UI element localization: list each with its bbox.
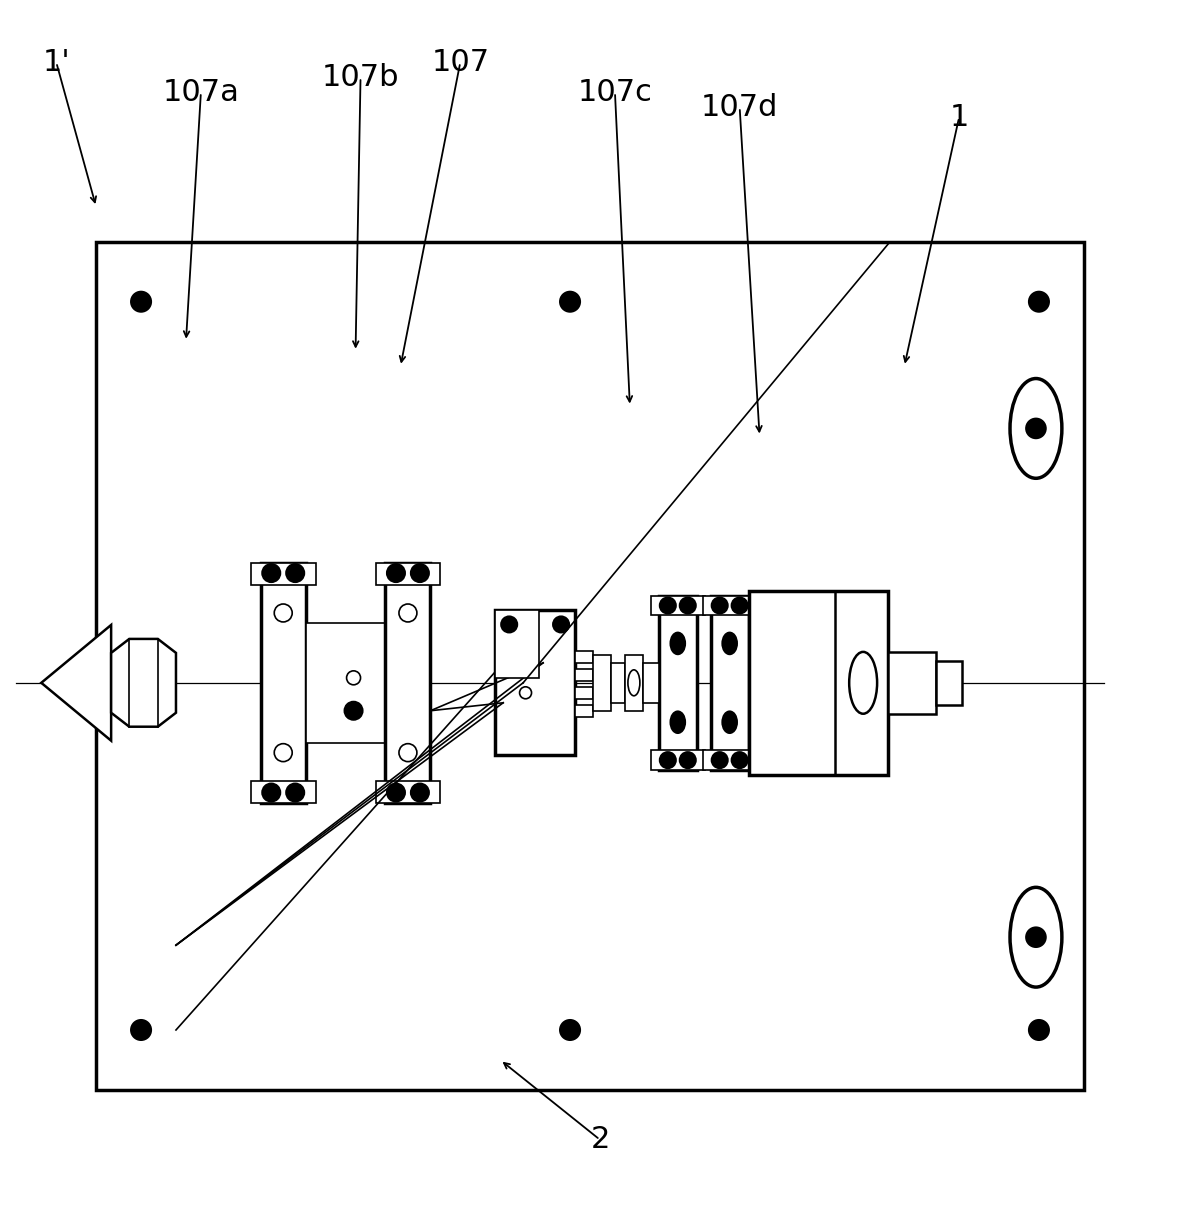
Circle shape	[1029, 1020, 1049, 1040]
Bar	[710, 596, 748, 771]
Bar	[651, 750, 704, 771]
Circle shape	[660, 753, 676, 768]
Bar	[748, 591, 889, 775]
Bar	[496, 610, 575, 755]
Circle shape	[560, 1020, 581, 1040]
Bar	[658, 596, 696, 771]
Bar	[96, 242, 1084, 1090]
Circle shape	[262, 564, 280, 582]
Bar	[575, 669, 594, 681]
Circle shape	[131, 292, 151, 311]
Bar	[936, 661, 962, 704]
Bar	[575, 651, 594, 663]
Ellipse shape	[850, 652, 877, 714]
Text: 107c: 107c	[577, 77, 653, 106]
Circle shape	[732, 753, 748, 768]
Bar	[594, 655, 611, 710]
Circle shape	[560, 292, 581, 311]
Circle shape	[345, 702, 362, 720]
Circle shape	[347, 671, 361, 685]
Circle shape	[411, 564, 428, 582]
Circle shape	[660, 597, 676, 614]
Ellipse shape	[670, 632, 686, 655]
Bar	[703, 596, 756, 615]
Bar	[251, 563, 315, 585]
Circle shape	[274, 744, 293, 762]
Circle shape	[1025, 927, 1045, 947]
Bar	[251, 780, 315, 802]
Bar	[651, 596, 704, 615]
Circle shape	[553, 616, 569, 632]
Ellipse shape	[670, 712, 686, 733]
Circle shape	[1029, 292, 1049, 311]
Bar	[375, 780, 440, 802]
Ellipse shape	[722, 632, 738, 655]
Circle shape	[712, 753, 728, 768]
Text: 107d: 107d	[701, 93, 779, 122]
Bar	[703, 750, 756, 771]
Polygon shape	[111, 639, 176, 727]
Ellipse shape	[628, 669, 640, 696]
Bar	[386, 563, 431, 802]
Bar	[575, 704, 594, 716]
Text: 107: 107	[431, 48, 490, 77]
Circle shape	[1025, 418, 1045, 439]
Bar	[611, 663, 625, 703]
Bar	[496, 610, 539, 678]
Circle shape	[680, 597, 696, 614]
Circle shape	[502, 616, 517, 632]
Circle shape	[399, 604, 417, 622]
Text: 107a: 107a	[163, 77, 240, 106]
Ellipse shape	[1010, 888, 1062, 987]
Bar	[261, 563, 306, 802]
Bar	[643, 663, 658, 703]
Circle shape	[274, 604, 293, 622]
Text: 107b: 107b	[322, 63, 399, 92]
Circle shape	[262, 784, 280, 802]
Circle shape	[287, 784, 304, 802]
Bar	[575, 686, 594, 698]
Circle shape	[732, 597, 748, 614]
Ellipse shape	[722, 712, 738, 733]
Bar	[375, 563, 440, 585]
Text: 1': 1'	[42, 48, 70, 77]
Circle shape	[387, 564, 405, 582]
Circle shape	[387, 784, 405, 802]
Ellipse shape	[1010, 379, 1062, 479]
Polygon shape	[41, 625, 111, 740]
Text: 2: 2	[590, 1125, 610, 1154]
Bar	[625, 655, 643, 710]
Text: 1: 1	[950, 103, 969, 131]
Circle shape	[399, 744, 417, 762]
Circle shape	[519, 686, 531, 698]
Circle shape	[712, 597, 728, 614]
Bar	[306, 624, 386, 743]
Circle shape	[411, 784, 428, 802]
Circle shape	[131, 1020, 151, 1040]
Circle shape	[287, 564, 304, 582]
Bar	[889, 652, 936, 714]
Circle shape	[680, 753, 696, 768]
